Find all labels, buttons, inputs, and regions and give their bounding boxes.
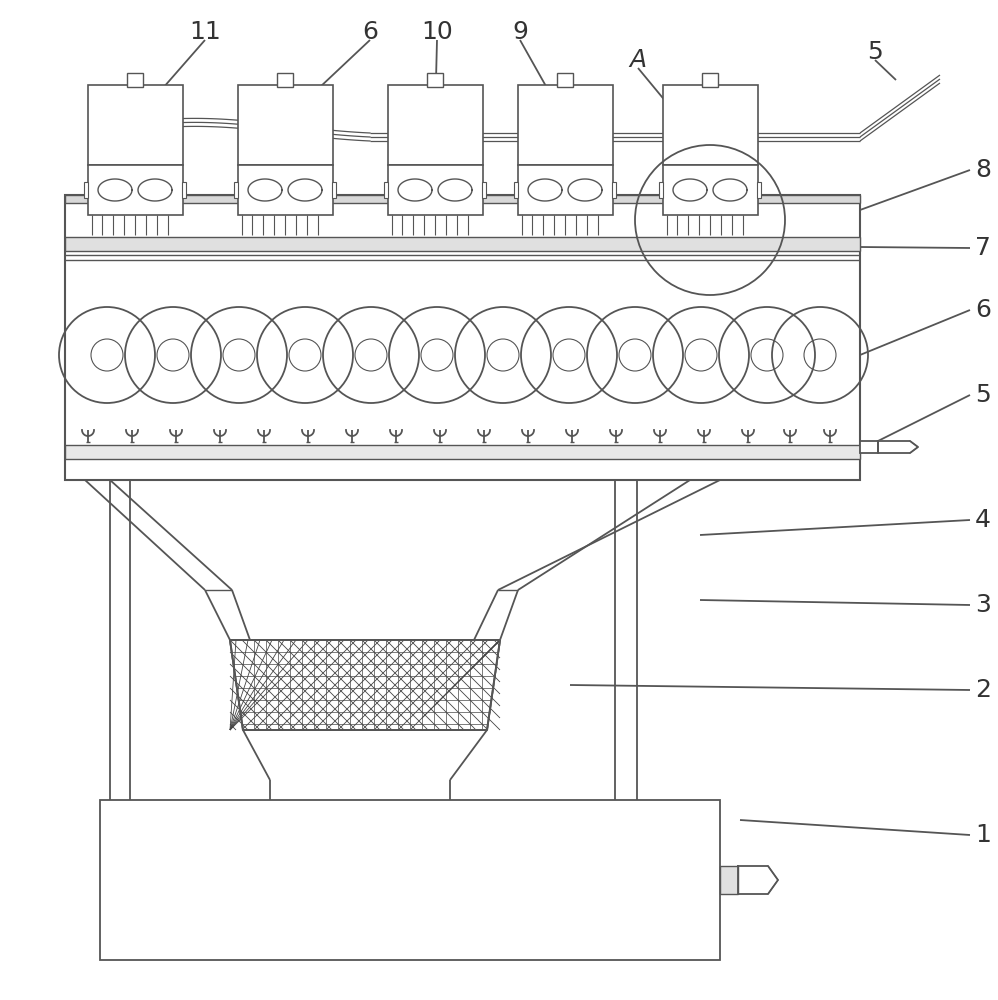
Bar xyxy=(65,195,860,203)
Bar xyxy=(88,85,183,165)
Bar xyxy=(757,182,761,198)
Polygon shape xyxy=(738,866,778,894)
Text: A: A xyxy=(630,48,647,72)
Text: 1: 1 xyxy=(975,823,991,847)
Text: 7: 7 xyxy=(975,236,991,260)
Text: 6: 6 xyxy=(362,20,378,44)
Bar xyxy=(663,85,758,165)
Bar xyxy=(88,165,183,215)
Text: 3: 3 xyxy=(975,593,991,617)
Text: 10: 10 xyxy=(421,20,453,44)
Bar xyxy=(518,85,613,165)
Bar xyxy=(234,182,238,198)
Bar xyxy=(65,445,860,459)
Bar xyxy=(238,85,333,165)
Polygon shape xyxy=(230,640,500,730)
Text: 5: 5 xyxy=(975,383,991,407)
Bar xyxy=(659,182,663,198)
Bar xyxy=(277,73,293,87)
Bar xyxy=(388,85,483,165)
Polygon shape xyxy=(878,441,918,453)
Bar xyxy=(518,165,613,215)
Bar xyxy=(663,165,758,215)
Text: 6: 6 xyxy=(975,298,991,322)
Bar xyxy=(100,800,720,960)
Bar xyxy=(65,195,860,480)
Bar xyxy=(332,182,336,198)
Bar xyxy=(482,182,486,198)
Text: 11: 11 xyxy=(190,20,221,44)
Bar xyxy=(238,165,333,215)
Bar xyxy=(182,182,186,198)
Bar xyxy=(612,182,616,198)
Bar xyxy=(84,182,88,198)
Text: 2: 2 xyxy=(975,678,991,702)
Bar xyxy=(514,182,518,198)
Bar xyxy=(388,165,483,215)
Bar xyxy=(427,73,443,87)
Bar xyxy=(860,441,878,453)
Bar xyxy=(557,73,573,87)
Bar xyxy=(384,182,388,198)
Text: 8: 8 xyxy=(975,158,991,182)
Bar xyxy=(720,866,738,894)
Bar xyxy=(65,237,860,251)
Bar xyxy=(127,73,143,87)
Text: 5: 5 xyxy=(867,40,883,64)
Text: 9: 9 xyxy=(512,20,528,44)
Bar xyxy=(702,73,718,87)
Text: 4: 4 xyxy=(975,508,991,532)
